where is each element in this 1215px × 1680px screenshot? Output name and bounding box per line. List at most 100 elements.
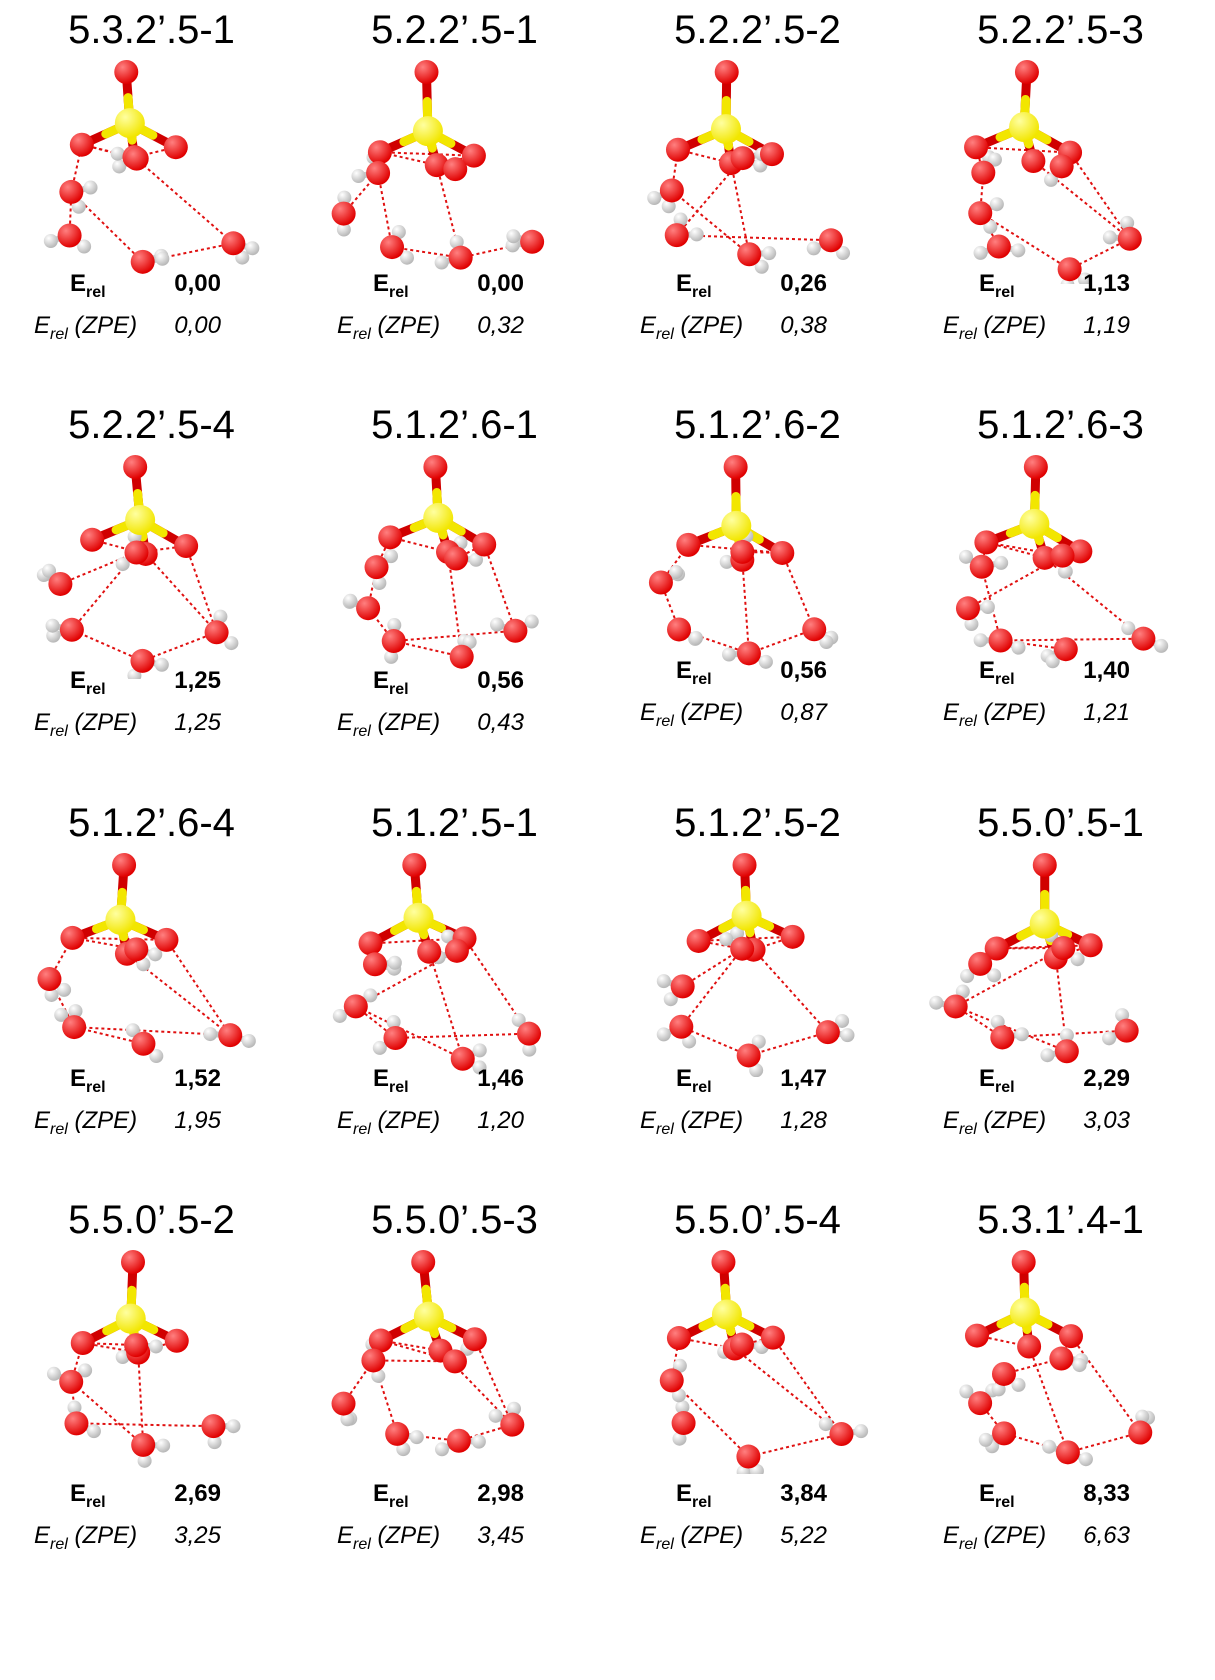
hydrogen-atom: [351, 169, 366, 184]
oxygen-atom: [723, 455, 748, 479]
hydrogen-atom: [213, 609, 228, 624]
oxygen-atom: [112, 853, 137, 877]
hydrogen-bond: [483, 544, 517, 632]
energy-value: 1,52: [174, 1065, 221, 1092]
oxygen-atom: [80, 527, 105, 552]
hydrogen-atom: [57, 982, 72, 997]
zpe-energy-value: 1,95: [174, 1107, 221, 1134]
hydrogen-atom: [719, 932, 734, 947]
energy-value: 0,56: [780, 657, 827, 684]
hydrogen-bond: [975, 147, 985, 173]
hydrogen-bond: [397, 1432, 460, 1442]
oxygen-atom: [666, 1326, 691, 1351]
oxygen-atom: [974, 530, 999, 555]
hydrogen-atom: [43, 233, 58, 248]
hydrogen-atom: [1040, 1048, 1055, 1063]
oxygen-atom: [969, 554, 994, 579]
molecule-structure: [332, 853, 542, 1075]
hydrogen-atom: [689, 227, 704, 242]
hydrogen-atom: [1135, 1409, 1150, 1424]
oxygen-atom: [201, 1414, 226, 1439]
molecule-structure: [959, 1250, 1156, 1467]
hydrogen-atom: [371, 1368, 386, 1383]
hydrogen-atom: [434, 255, 449, 270]
energy-label: Erel: [676, 1065, 712, 1096]
sulfur-atom: [114, 108, 145, 139]
oxygen-atom: [1057, 257, 1082, 282]
sulfur-atom: [1029, 908, 1060, 939]
structure-cell: 5.2.2’.5-4 Erel 1,25 Erel (ZPE) 1,25: [0, 395, 303, 815]
hydrogen-atom: [462, 635, 477, 650]
zpe-energy-label: Erel (ZPE): [640, 312, 744, 343]
oxygen-atom: [331, 1391, 356, 1416]
oxygen-atom: [711, 1250, 736, 1274]
molecule-structure: [659, 1250, 869, 1474]
energy-row: Erel 0,00: [0, 270, 303, 301]
oxygen-atom: [1032, 853, 1057, 877]
hydrogen-atom: [987, 152, 1002, 167]
energy-label: Erel: [373, 667, 409, 698]
hydrogen-atom: [929, 995, 944, 1010]
energy-value: 1,46: [477, 1065, 524, 1092]
zpe-energy-label: Erel (ZPE): [337, 1107, 441, 1138]
sulfur-atom: [711, 1299, 742, 1330]
oxygen-atom: [815, 1020, 840, 1045]
hydrogen-atom: [1070, 952, 1085, 967]
molecule-structure: [929, 853, 1139, 1064]
oxygen-atom: [59, 179, 84, 204]
hydrogen-atom: [994, 555, 1009, 570]
hydrogen-atom: [836, 246, 851, 261]
oxygen-atom: [648, 570, 673, 595]
structure-name: 5.5.0’.5-4: [674, 1198, 841, 1242]
energy-label: Erel: [70, 667, 106, 698]
hydrogen-bond: [377, 172, 394, 248]
oxygen-atom: [984, 936, 1009, 961]
energy-label: Erel: [676, 1480, 712, 1511]
oxygen-atom: [730, 539, 755, 564]
oxygen-atom: [818, 228, 843, 253]
oxygen-atom: [124, 937, 149, 962]
oxygen-atom: [124, 146, 149, 171]
oxygen-atom: [444, 938, 469, 963]
oxygen-atom: [130, 648, 155, 673]
hydrogen-atom: [1011, 243, 1026, 258]
oxygen-atom: [968, 1391, 993, 1416]
hydrogen-atom: [1154, 638, 1169, 653]
structure-name: 5.3.2’.5-1: [68, 8, 235, 52]
molecule-structure: [656, 853, 855, 1077]
hydrogen-atom: [989, 197, 1004, 212]
energy-value: 0,00: [174, 270, 221, 297]
structure-name: 5.2.2’.5-3: [977, 8, 1144, 52]
oxygen-atom: [442, 1349, 467, 1374]
oxygen-atom: [971, 160, 996, 185]
energy-row: Erel 1,46: [303, 1065, 606, 1096]
sulfur-atom: [413, 1301, 444, 1332]
hydrogen-atom: [372, 1040, 387, 1055]
hydrogen-atom: [391, 225, 406, 240]
hydrogen-atom: [149, 1049, 164, 1064]
hydrogen-atom: [959, 1384, 974, 1399]
oxygen-atom: [1032, 545, 1057, 570]
molecule-structure: [342, 455, 539, 669]
energy-row: Erel 2,98: [303, 1480, 606, 1511]
hydrogen-atom: [959, 549, 974, 564]
hydrogen-atom: [1102, 230, 1117, 245]
zpe-energy-label: Erel (ZPE): [337, 709, 441, 740]
hydrogen-bond: [70, 1381, 144, 1446]
oxygen-atom: [462, 1327, 487, 1352]
hydrogen-bond: [698, 935, 793, 942]
oxygen-atom: [1114, 1018, 1139, 1043]
energy-value: 2,29: [1083, 1065, 1130, 1092]
hydrogen-atom: [675, 1400, 690, 1415]
molecule-structure: [964, 60, 1142, 284]
hydrogen-atom: [835, 1013, 850, 1028]
zpe-energy-label: Erel (ZPE): [943, 699, 1047, 730]
oxygen-atom: [1055, 1440, 1080, 1465]
structure-cell: 5.3.1’.4-1 Erel 8,33 Erel (ZPE) 6,63: [909, 1190, 1212, 1610]
hydrogen-bond: [955, 1005, 1068, 1053]
hydrogen-atom: [1072, 1358, 1087, 1373]
hydrogen-bond: [463, 937, 530, 1035]
hydrogen-atom: [978, 1432, 993, 1447]
hydrogen-atom: [125, 1023, 140, 1038]
